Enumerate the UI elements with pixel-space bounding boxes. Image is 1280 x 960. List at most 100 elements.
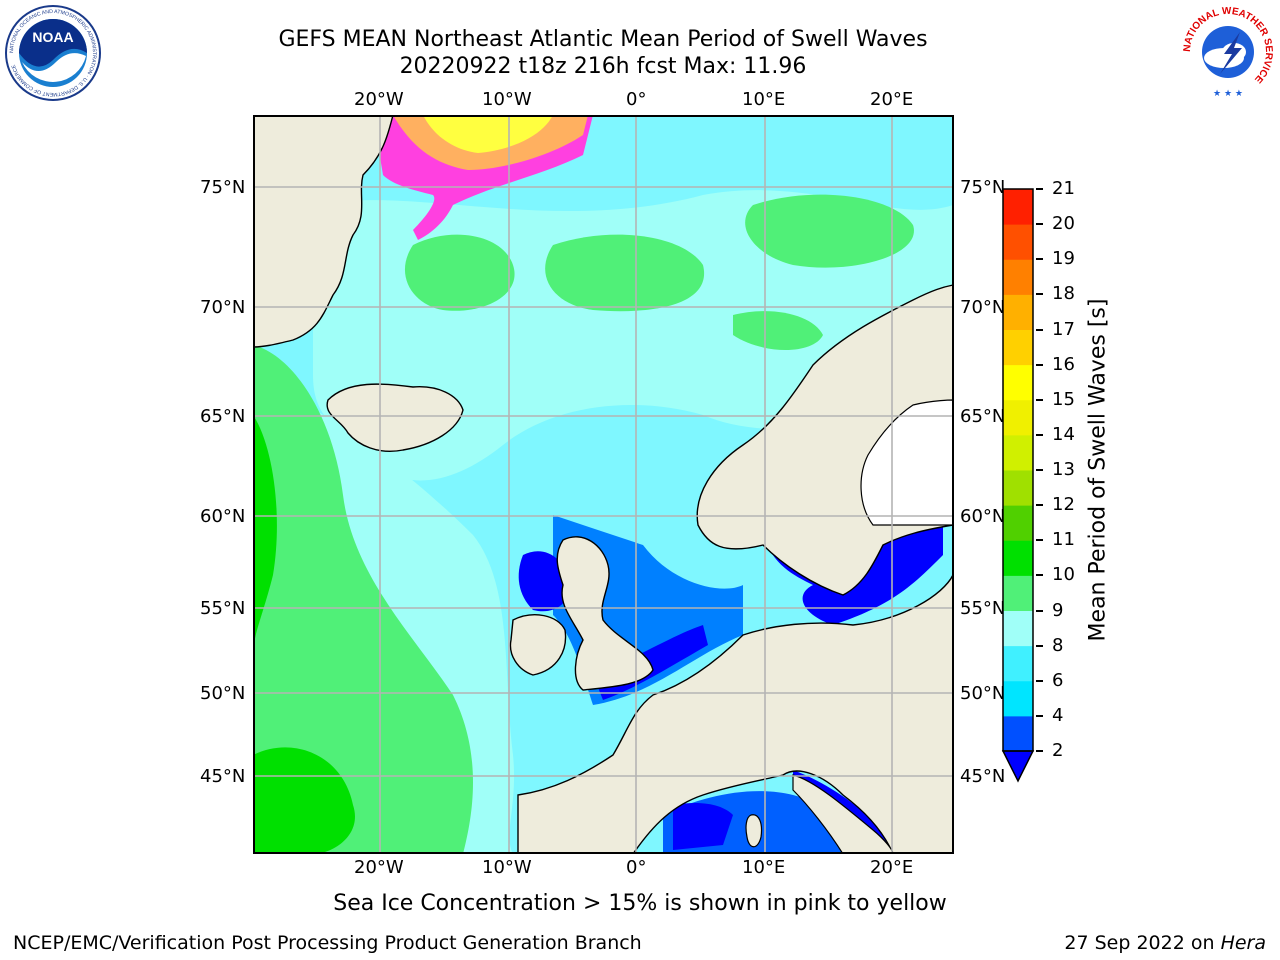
swell-green-patch-1 (404, 234, 515, 311)
colorbar-segment (1003, 259, 1033, 295)
lat-label-right-65n: 65°N (960, 406, 1006, 427)
footer-machine: Hera (1220, 932, 1266, 954)
lat-label-right-70n: 70°N (960, 297, 1006, 318)
lat-label-right-45n: 45°N (960, 766, 1006, 787)
land-britain (556, 536, 654, 691)
colorbar-tick-label: 12 (1052, 494, 1075, 516)
colorbar-tick-mark (1036, 609, 1043, 612)
map-frame (253, 115, 954, 854)
colorbar-tick-label: 15 (1052, 388, 1075, 410)
colorbar-tick-label: 9 (1052, 599, 1064, 621)
lon-label-top-20w: 20°W (354, 89, 404, 110)
colorbar-tick-label: 11 (1052, 529, 1075, 551)
colorbar-tick-mark (1036, 293, 1043, 296)
chart-title: GEFS MEAN Northeast Atlantic Mean Period… (278, 27, 928, 52)
colorbar-tick-label: 16 (1052, 353, 1075, 375)
lat-label-right-60n: 60°N (960, 506, 1006, 527)
footer-right: 27 Sep 2022 on Hera (1064, 932, 1266, 954)
colorbar-segment (1003, 434, 1033, 471)
colorbar-tick-mark (1036, 188, 1043, 190)
sea-ice-note: Sea Ice Concentration > 15% is shown in … (333, 891, 947, 916)
lat-label-left-55n: 55°N (200, 598, 246, 619)
colorbar-tick-mark (1036, 574, 1043, 577)
lat-label-left-75n: 75°N (200, 177, 246, 198)
colorbar-tick-label: 14 (1052, 423, 1075, 445)
lat-label-left-60n: 60°N (200, 506, 246, 527)
lon-label-top-20e: 20°E (870, 89, 914, 110)
colorbar-tick-mark (1036, 363, 1043, 366)
lat-label-right-55n: 55°N (960, 598, 1006, 619)
colorbar-segment (1003, 575, 1033, 611)
colorbar-tick-mark (1036, 750, 1043, 752)
colorbar-segment (1003, 189, 1033, 225)
lon-label-top-10e: 10°E (742, 89, 786, 110)
colorbar (1001, 188, 1035, 783)
land-iceland (326, 383, 464, 452)
colorbar-label: Mean Period of Swell Waves [s] (1085, 298, 1111, 642)
colorbar-segment (1003, 470, 1033, 506)
colorbar-tick-mark (1036, 469, 1043, 471)
land-corsica-sardinia (745, 814, 763, 848)
map-panel (253, 115, 954, 854)
colorbar-tick-mark (1036, 679, 1043, 682)
swell-green-patch-3 (745, 194, 914, 268)
lat-label-left-70n: 70°N (200, 297, 246, 318)
chart-subtitle: 20220922 t18z 216h fcst Max: 11.96 (399, 54, 807, 79)
colorbar-tick-mark (1036, 258, 1043, 261)
noaa-logo-text: NOAA (32, 29, 73, 45)
land-continental-europe (517, 574, 954, 854)
colorbar-segment (1003, 364, 1033, 401)
lon-label-bottom-0: 0° (626, 857, 647, 878)
lat-label-right-75n: 75°N (960, 177, 1006, 198)
colorbar-tick-label: 4 (1052, 704, 1064, 726)
colorbar-segment (1003, 680, 1033, 717)
colorbar-segment (1003, 505, 1033, 541)
footer-date: 27 Sep 2022 on (1064, 932, 1221, 954)
lon-label-bottom-10e: 10°E (742, 857, 786, 878)
colorbar-tick-mark (1036, 223, 1043, 226)
swell-green-patch-4 (733, 311, 823, 350)
colorbar-tick-mark (1036, 328, 1043, 331)
colorbar-segment (1003, 715, 1033, 752)
footer-left: NCEP/EMC/Verification Post Processing Pr… (13, 932, 642, 954)
lon-label-bottom-20e: 20°E (870, 857, 914, 878)
colorbar-tick-mark (1036, 504, 1043, 507)
lat-label-right-50n: 50°N (960, 683, 1006, 704)
colorbar-segment (1003, 645, 1033, 682)
colorbar-tick-label: 17 (1052, 318, 1075, 340)
colorbar-segment (1003, 329, 1033, 366)
swell-field-bright-green-sw (253, 747, 355, 854)
sea-ice-yellow (423, 115, 553, 153)
swell-field-green-west (253, 345, 473, 854)
colorbar-tick-label: 18 (1052, 283, 1075, 305)
colorbar-segment (1003, 399, 1033, 436)
swell-field-bright-green (253, 415, 277, 655)
colorbar-under-arrow (1001, 750, 1035, 783)
colorbar-segment (1003, 224, 1033, 260)
lat-label-left-65n: 65°N (200, 406, 246, 427)
colorbar-tick-mark (1036, 644, 1043, 647)
swell-green-patch-2 (545, 234, 705, 312)
land-italy (792, 774, 894, 854)
colorbar-tick-label: 20 (1052, 213, 1075, 235)
lon-label-bottom-10w: 10°W (482, 857, 532, 878)
colorbar-tick-label: 2 (1052, 740, 1064, 761)
map-graticule (253, 115, 954, 854)
colorbar-tick-label: 10 (1052, 564, 1075, 586)
land-sweden-lakes (860, 399, 954, 526)
land-ireland (509, 614, 567, 676)
land-greenland (253, 115, 394, 348)
colorbar-tick-label: 8 (1052, 634, 1064, 656)
colorbar-tick-mark (1036, 539, 1043, 542)
lon-label-top-10w: 10°W (482, 89, 532, 110)
colorbar-tick-label: 19 (1052, 248, 1075, 270)
colorbar-segment (1003, 610, 1033, 647)
lon-label-top-0: 0° (626, 89, 647, 110)
noaa-logo: NOAA NATIONAL OCEANIC AND ATMOSPHERIC AD… (4, 4, 102, 102)
colorbar-tick-mark (1036, 398, 1043, 401)
colorbar-tick-label: 6 (1052, 669, 1064, 691)
lat-label-left-50n: 50°N (200, 683, 246, 704)
colorbar-tick-mark (1036, 714, 1043, 717)
swell-med-deep (673, 803, 733, 850)
colorbar-tick-label: 21 (1052, 178, 1075, 199)
